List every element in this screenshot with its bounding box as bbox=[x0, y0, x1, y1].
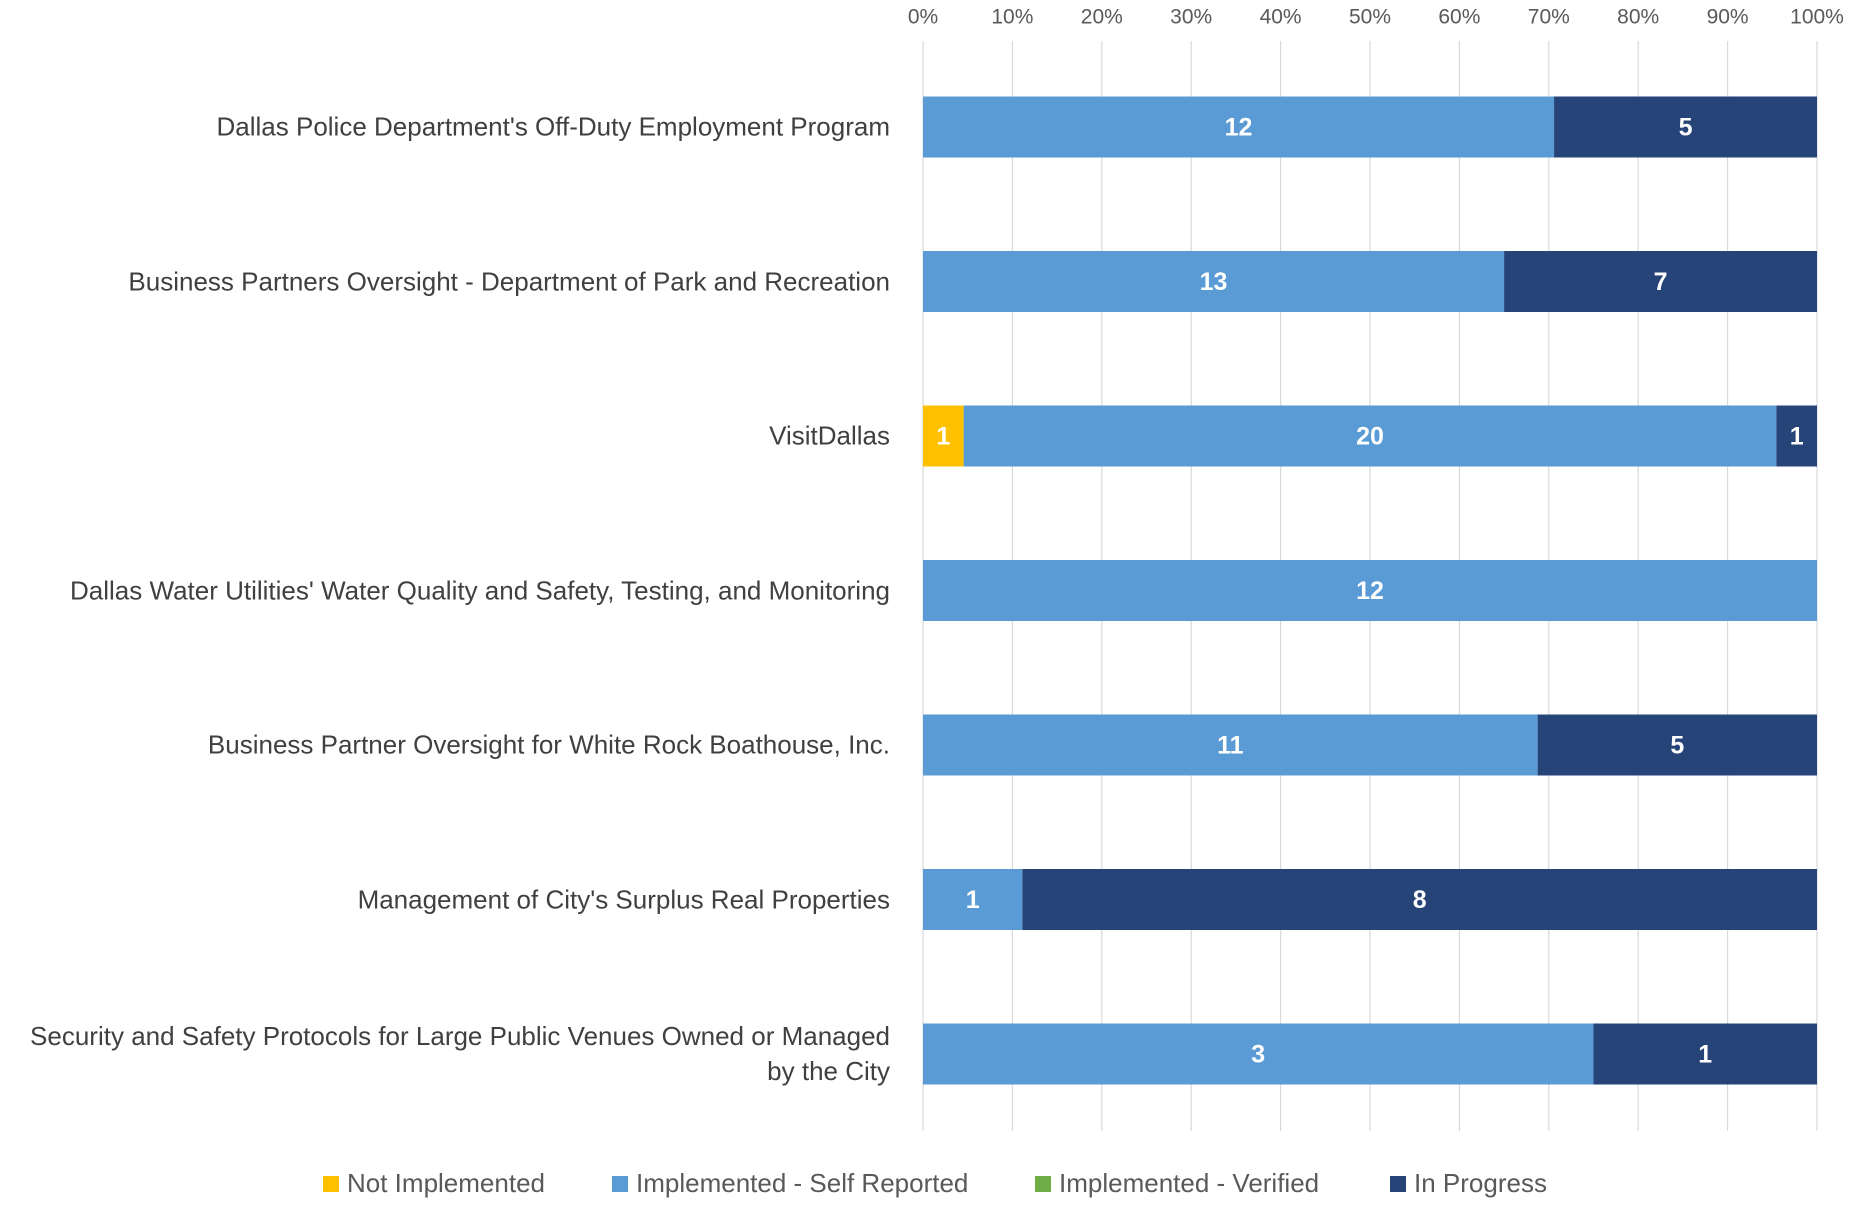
legend-swatch bbox=[323, 1176, 339, 1192]
bar-segment bbox=[923, 251, 1505, 312]
data-label: 12 bbox=[1225, 114, 1253, 142]
category-label: Business Partners Oversight - Department… bbox=[128, 266, 890, 296]
legend-label: Implemented - Verified bbox=[1059, 1168, 1319, 1198]
x-tick-label: 10% bbox=[991, 6, 1033, 29]
x-tick-label: 0% bbox=[908, 6, 938, 29]
bar-segment bbox=[923, 96, 1555, 158]
bar-segment bbox=[923, 869, 1023, 930]
bar-segment bbox=[1593, 1023, 1817, 1085]
data-label: 5 bbox=[1670, 732, 1684, 760]
x-tick-label: 100% bbox=[1790, 6, 1844, 29]
legend-label: Implemented - Self Reported bbox=[636, 1168, 968, 1198]
category-label: Dallas Water Utilities' Water Quality an… bbox=[70, 575, 890, 605]
x-tick-label: 20% bbox=[1081, 6, 1123, 29]
data-label: 12 bbox=[1356, 577, 1384, 605]
legend-swatch bbox=[1035, 1176, 1051, 1192]
x-tick-label: 40% bbox=[1260, 6, 1302, 29]
bar-segment bbox=[1537, 714, 1817, 776]
data-label: 1 bbox=[1790, 423, 1804, 451]
bar-segment bbox=[923, 1023, 1594, 1085]
legend-swatch bbox=[1390, 1176, 1406, 1192]
bar-segment bbox=[1504, 251, 1817, 312]
x-tick-label: 70% bbox=[1528, 6, 1570, 29]
data-label: 5 bbox=[1679, 114, 1693, 142]
legend-label: Not Implemented bbox=[347, 1168, 545, 1198]
category-label: Business Partner Oversight for White Roc… bbox=[207, 729, 890, 760]
category-label: Dallas Police Department's Off-Duty Empl… bbox=[216, 111, 891, 142]
x-tick-label: 30% bbox=[1170, 6, 1212, 29]
data-label: 20 bbox=[1356, 423, 1384, 451]
x-tick-label: 60% bbox=[1438, 6, 1480, 29]
legend-swatch bbox=[612, 1176, 628, 1192]
data-label: 13 bbox=[1200, 268, 1228, 296]
data-label: 11 bbox=[1217, 732, 1244, 760]
legend-label: In Progress bbox=[1414, 1168, 1547, 1198]
data-label: 7 bbox=[1654, 268, 1668, 296]
x-tick-label: 80% bbox=[1617, 6, 1659, 29]
data-label: 3 bbox=[1251, 1041, 1265, 1069]
bar-segment bbox=[923, 560, 1817, 621]
bar-segment bbox=[1022, 869, 1817, 930]
category-label: Security and Safety Protocols for Large … bbox=[30, 1021, 890, 1086]
bar-segment bbox=[1776, 405, 1817, 467]
data-label: 1 bbox=[936, 423, 950, 451]
data-label: 8 bbox=[1413, 886, 1427, 914]
x-tick-label: 90% bbox=[1707, 6, 1749, 29]
data-label: 1 bbox=[966, 886, 980, 914]
bar-segment bbox=[923, 405, 964, 467]
category-label: VisitDallas bbox=[769, 420, 890, 451]
data-label: 1 bbox=[1698, 1041, 1712, 1069]
x-tick-label: 50% bbox=[1349, 6, 1391, 29]
bar-segment bbox=[923, 714, 1538, 776]
bar-segment bbox=[963, 405, 1777, 467]
category-label: Management of City's Surplus Real Proper… bbox=[357, 884, 890, 914]
bar-segment bbox=[1554, 96, 1817, 158]
